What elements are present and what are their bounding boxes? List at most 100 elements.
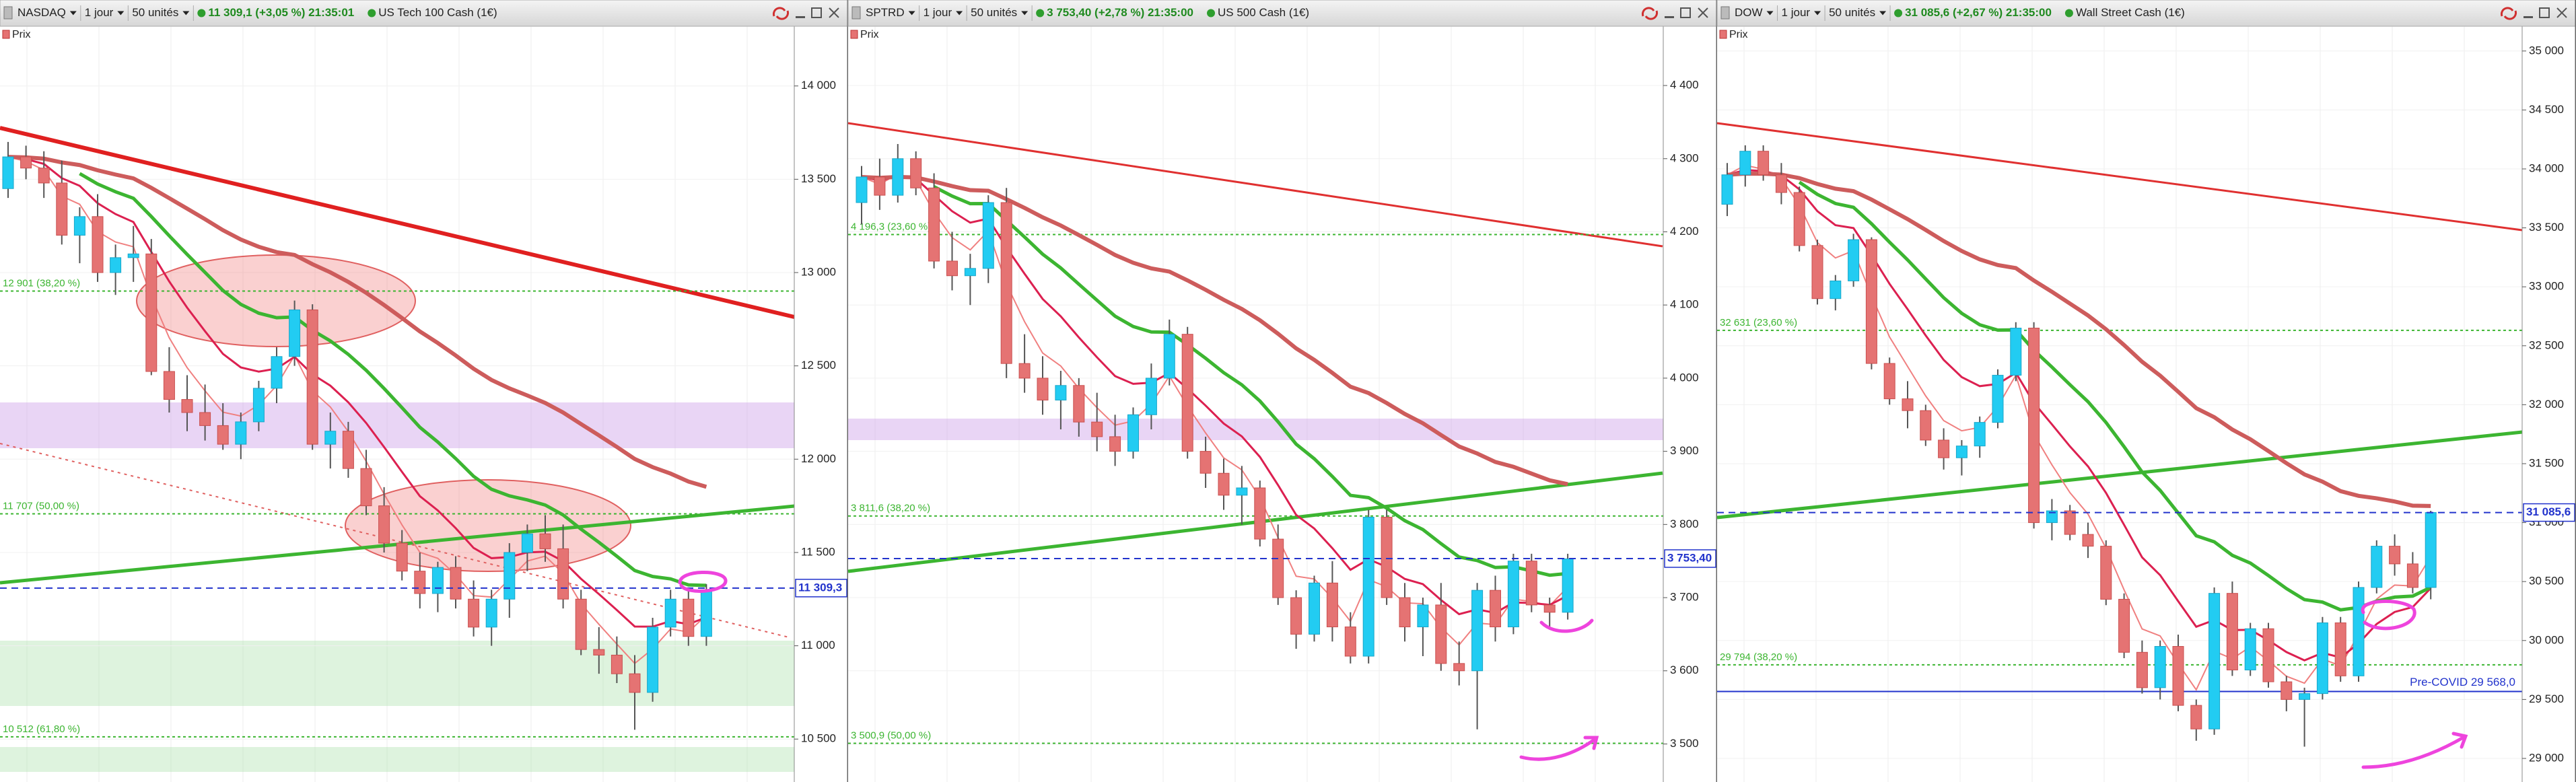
y-tick-label: 32 500 (2529, 339, 2564, 351)
trend-line (847, 122, 1663, 248)
candle-body (1417, 604, 1429, 628)
candle-body (1018, 363, 1031, 379)
candle-body (2425, 512, 2437, 588)
candle-body (700, 589, 712, 637)
candle-body (1326, 582, 1338, 628)
dropdown-arrow[interactable] (1814, 11, 1821, 15)
candle-body (92, 216, 104, 273)
toolbar (1716, 0, 2576, 27)
close-button[interactable] (1698, 7, 1708, 18)
symbol[interactable]: DOW (1735, 6, 1763, 19)
hand-annotation (1519, 736, 1599, 761)
candle-body (252, 388, 265, 423)
zone (0, 641, 794, 706)
candle-body (324, 431, 337, 445)
minimize-button[interactable] (1665, 16, 1674, 18)
candle-body (1037, 378, 1049, 401)
dropdown-arrow[interactable] (69, 11, 77, 15)
candle-body (1811, 245, 1823, 299)
candle-body (1920, 410, 1932, 441)
status-dot (2064, 9, 2073, 17)
last-price-label: 3 753,40 (1667, 551, 1712, 564)
y-tick-label: 32 000 (2529, 398, 2564, 411)
period[interactable]: 1 jour (1782, 6, 1811, 19)
y-tick-label: 34 500 (2529, 103, 2564, 116)
y-tick-label: 29 000 (2529, 751, 2564, 764)
candle-body (181, 399, 193, 413)
symbol[interactable]: NASDAQ (18, 6, 66, 19)
candle-body (647, 627, 659, 693)
menu-icon[interactable] (851, 6, 861, 20)
candle-body (1055, 385, 1067, 401)
moving-average (7, 155, 707, 489)
maximize-button[interactable] (1680, 7, 1691, 18)
candle-body (2371, 546, 2383, 588)
period[interactable]: 1 jour (85, 6, 114, 19)
candle-body (1562, 558, 1574, 613)
candle-body (360, 468, 372, 507)
quote: 31 085,6 (+2,67 %) 21:35:00 (1905, 6, 2052, 19)
candle-body (1073, 385, 1085, 423)
candle-body (1290, 597, 1302, 635)
dropdown-arrow[interactable] (182, 11, 190, 15)
candle-body (2299, 693, 2311, 700)
zone (0, 402, 794, 448)
close-button[interactable] (829, 7, 839, 18)
dropdown-arrow[interactable] (1879, 11, 1887, 15)
dropdown-arrow[interactable] (1021, 11, 1029, 15)
dropdown-arrow[interactable] (1766, 11, 1774, 15)
moving-average (861, 174, 1568, 487)
highlight-ellipse (136, 254, 416, 347)
plot-background (848, 26, 1663, 782)
y-tick-label: 33 500 (2529, 221, 2564, 234)
fib-label: 3 500,9 (50,00 %) (851, 730, 931, 741)
candle-body (521, 533, 533, 553)
symbol[interactable]: SPTRD (866, 6, 905, 19)
sync-icon[interactable] (772, 7, 790, 20)
units[interactable]: 50 unités (971, 6, 1017, 19)
fib-label: 11 707 (50,00 %) (3, 501, 79, 512)
candle-body (1163, 334, 1175, 379)
y-tick-label: 34 000 (2529, 162, 2564, 174)
menu-icon[interactable] (3, 6, 13, 20)
toolbar (847, 0, 1718, 27)
last-price-tag (795, 579, 847, 598)
minimize-button[interactable] (796, 16, 805, 18)
candle-body (199, 412, 211, 426)
candle-body (127, 253, 139, 258)
instrument: US Tech 100 Cash (1€) (378, 6, 497, 19)
moving-average (7, 155, 707, 628)
y-tick-label: 4 100 (1670, 298, 1699, 311)
dropdown-arrow[interactable] (117, 11, 125, 15)
candle-body (1435, 604, 1447, 664)
y-tick-label: 3 800 (1670, 518, 1699, 530)
candle-body (2064, 510, 2076, 535)
candle-body (73, 216, 85, 236)
maximize-button[interactable] (811, 7, 822, 18)
candle-body (1181, 334, 1193, 452)
menu-icon[interactable] (1720, 6, 1730, 20)
close-button[interactable] (2556, 7, 2567, 18)
y-tick-label: 30 500 (2529, 575, 2564, 588)
hand-annotation (678, 570, 728, 593)
period[interactable]: 1 jour (924, 6, 952, 19)
minimize-button[interactable] (2523, 16, 2533, 18)
maximize-button[interactable] (2539, 7, 2550, 18)
sync-icon[interactable] (2500, 7, 2517, 20)
last-price-label: 11 309,3 (798, 581, 842, 594)
sync-icon[interactable] (1641, 7, 1659, 20)
units[interactable]: 50 unités (132, 6, 178, 19)
candle-body (611, 654, 623, 674)
candle-body (2406, 563, 2418, 588)
candle-body (2082, 534, 2094, 547)
price-axis (2522, 26, 2576, 782)
candle-body (1091, 421, 1103, 437)
dropdown-arrow[interactable] (908, 11, 915, 15)
candle-body (1974, 422, 1986, 447)
candle-body (342, 431, 354, 469)
candle-body (450, 567, 462, 600)
units[interactable]: 50 unités (1829, 6, 1875, 19)
price-axis (794, 26, 848, 782)
candle-body (1793, 192, 1805, 246)
dropdown-arrow[interactable] (956, 11, 963, 15)
